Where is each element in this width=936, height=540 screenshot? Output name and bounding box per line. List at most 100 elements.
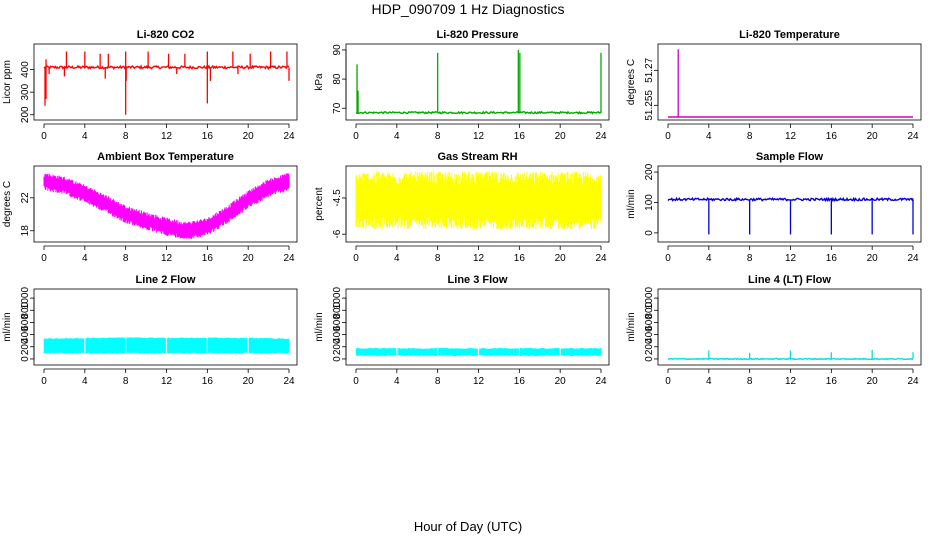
- y-tick-label: 1000: [332, 287, 343, 310]
- x-tick-label: 20: [555, 253, 567, 264]
- x-tick-label: 0: [41, 376, 47, 387]
- x-tick-label: 8: [435, 131, 441, 142]
- x-tick-label: 4: [394, 253, 400, 264]
- y-tick-label: 200: [332, 338, 343, 355]
- panel-frame: [657, 43, 922, 121]
- x-tick-label: 16: [514, 253, 526, 264]
- y-tick-label: 600: [332, 314, 343, 331]
- x-tick-label: 24: [283, 376, 295, 387]
- x-tick-label: 0: [41, 131, 47, 142]
- y-tick-label: 600: [644, 314, 655, 331]
- y-tick-label: 51.27: [644, 57, 655, 82]
- x-tick-label: 20: [867, 131, 879, 142]
- panel-frame: [345, 165, 610, 243]
- x-tick-label: 24: [907, 376, 919, 387]
- y-tick-label: 400: [20, 326, 31, 343]
- x-tick-label: 0: [41, 253, 47, 264]
- x-tick-label: 20: [867, 376, 879, 387]
- panel-data: [668, 49, 913, 118]
- panel-frame: [33, 288, 298, 366]
- y-tick-label: 100: [644, 194, 655, 211]
- y-tick-label: 800: [20, 301, 31, 318]
- panel-ylabel: Licor ppm: [2, 60, 13, 104]
- y-tick-label: 300: [20, 83, 31, 100]
- y-tick-label: 400: [644, 326, 655, 343]
- x-tick-label: 24: [907, 131, 919, 142]
- x-tick-label: 8: [435, 253, 441, 264]
- x-tick-label: 4: [706, 131, 712, 142]
- x-tick-label: 20: [555, 376, 567, 387]
- y-tick-label: 800: [644, 301, 655, 318]
- panel-data: [43, 51, 290, 115]
- y-tick-label: 0: [644, 356, 655, 362]
- panel-frame: [345, 288, 610, 366]
- series-line: [43, 64, 290, 71]
- x-tick-label: 20: [555, 131, 567, 142]
- panel-ylabel: ml/min: [314, 312, 325, 341]
- x-tick-label: 20: [867, 253, 879, 264]
- x-tick-label: 12: [785, 253, 797, 264]
- x-tick-label: 24: [283, 131, 295, 142]
- figure-xlabel: Hour of Day (UTC): [414, 519, 522, 534]
- x-tick-label: 20: [243, 253, 255, 264]
- x-tick-label: 8: [747, 131, 753, 142]
- panel-4: Gas Stream RH percent -6 -4.5 0 4 8 12 16 20 24: [314, 151, 610, 264]
- panel-title: Line 3 Flow: [448, 274, 508, 286]
- panel-ylabel: degrees C: [2, 181, 13, 227]
- x-tick-label: 12: [473, 131, 485, 142]
- panel-title: Li-820 Pressure: [437, 29, 519, 41]
- panel-ylabel: ml/min: [2, 312, 13, 341]
- y-tick-label: 200: [644, 338, 655, 355]
- panel-ylabel: degrees C: [626, 59, 637, 105]
- x-tick-label: 12: [473, 376, 485, 387]
- x-tick-label: 20: [243, 131, 255, 142]
- panel-frame: [33, 165, 298, 243]
- panel-title: Line 2 Flow: [136, 274, 196, 286]
- panel-data: [355, 347, 602, 357]
- x-tick-label: 8: [123, 376, 129, 387]
- panel-data: [667, 349, 914, 361]
- x-tick-label: 16: [202, 131, 214, 142]
- y-tick-label: 0: [20, 356, 31, 362]
- y-tick-label: 22: [20, 192, 31, 204]
- x-tick-label: 16: [202, 253, 214, 264]
- panel-title: Sample Flow: [756, 151, 824, 163]
- panel-ylabel: kPa: [314, 73, 325, 91]
- x-tick-label: 16: [826, 376, 838, 387]
- x-tick-label: 12: [785, 376, 797, 387]
- x-tick-label: 4: [82, 253, 88, 264]
- x-tick-label: 12: [161, 376, 173, 387]
- panel-title: Ambient Box Temperature: [97, 151, 234, 163]
- x-tick-label: 4: [394, 376, 400, 387]
- y-tick-label: 800: [332, 301, 343, 318]
- series-line: [667, 357, 914, 361]
- y-tick-label: 600: [20, 314, 31, 331]
- x-tick-label: 0: [353, 131, 359, 142]
- x-tick-label: 24: [907, 253, 919, 264]
- x-tick-label: 0: [353, 376, 359, 387]
- y-tick-label: -4.5: [332, 189, 343, 207]
- x-tick-label: 16: [514, 376, 526, 387]
- panel-title: Li-820 Temperature: [739, 29, 840, 41]
- x-tick-label: 4: [82, 131, 88, 142]
- x-tick-label: 12: [785, 131, 797, 142]
- y-tick-label: 70: [332, 102, 343, 114]
- y-tick-label: 200: [644, 163, 655, 180]
- panel-frame: [33, 43, 298, 121]
- x-tick-label: 24: [595, 253, 607, 264]
- y-tick-label: 1000: [644, 287, 655, 310]
- x-tick-label: 16: [514, 131, 526, 142]
- y-tick-label: 400: [332, 326, 343, 343]
- x-tick-label: 0: [665, 376, 671, 387]
- series-band: [355, 171, 602, 230]
- x-tick-label: 0: [353, 253, 359, 264]
- x-tick-label: 0: [665, 253, 671, 264]
- x-tick-label: 8: [123, 253, 129, 264]
- panel-1: Li-820 Pressure kPa 70 80 90 0 4 8 12 16 20 24: [314, 29, 610, 142]
- x-tick-label: 20: [243, 376, 255, 387]
- x-tick-label: 4: [82, 376, 88, 387]
- panel-data: [355, 49, 602, 115]
- panel-2: Li-820 Temperature degrees C 51.255 51.27 0 4…: [626, 29, 922, 142]
